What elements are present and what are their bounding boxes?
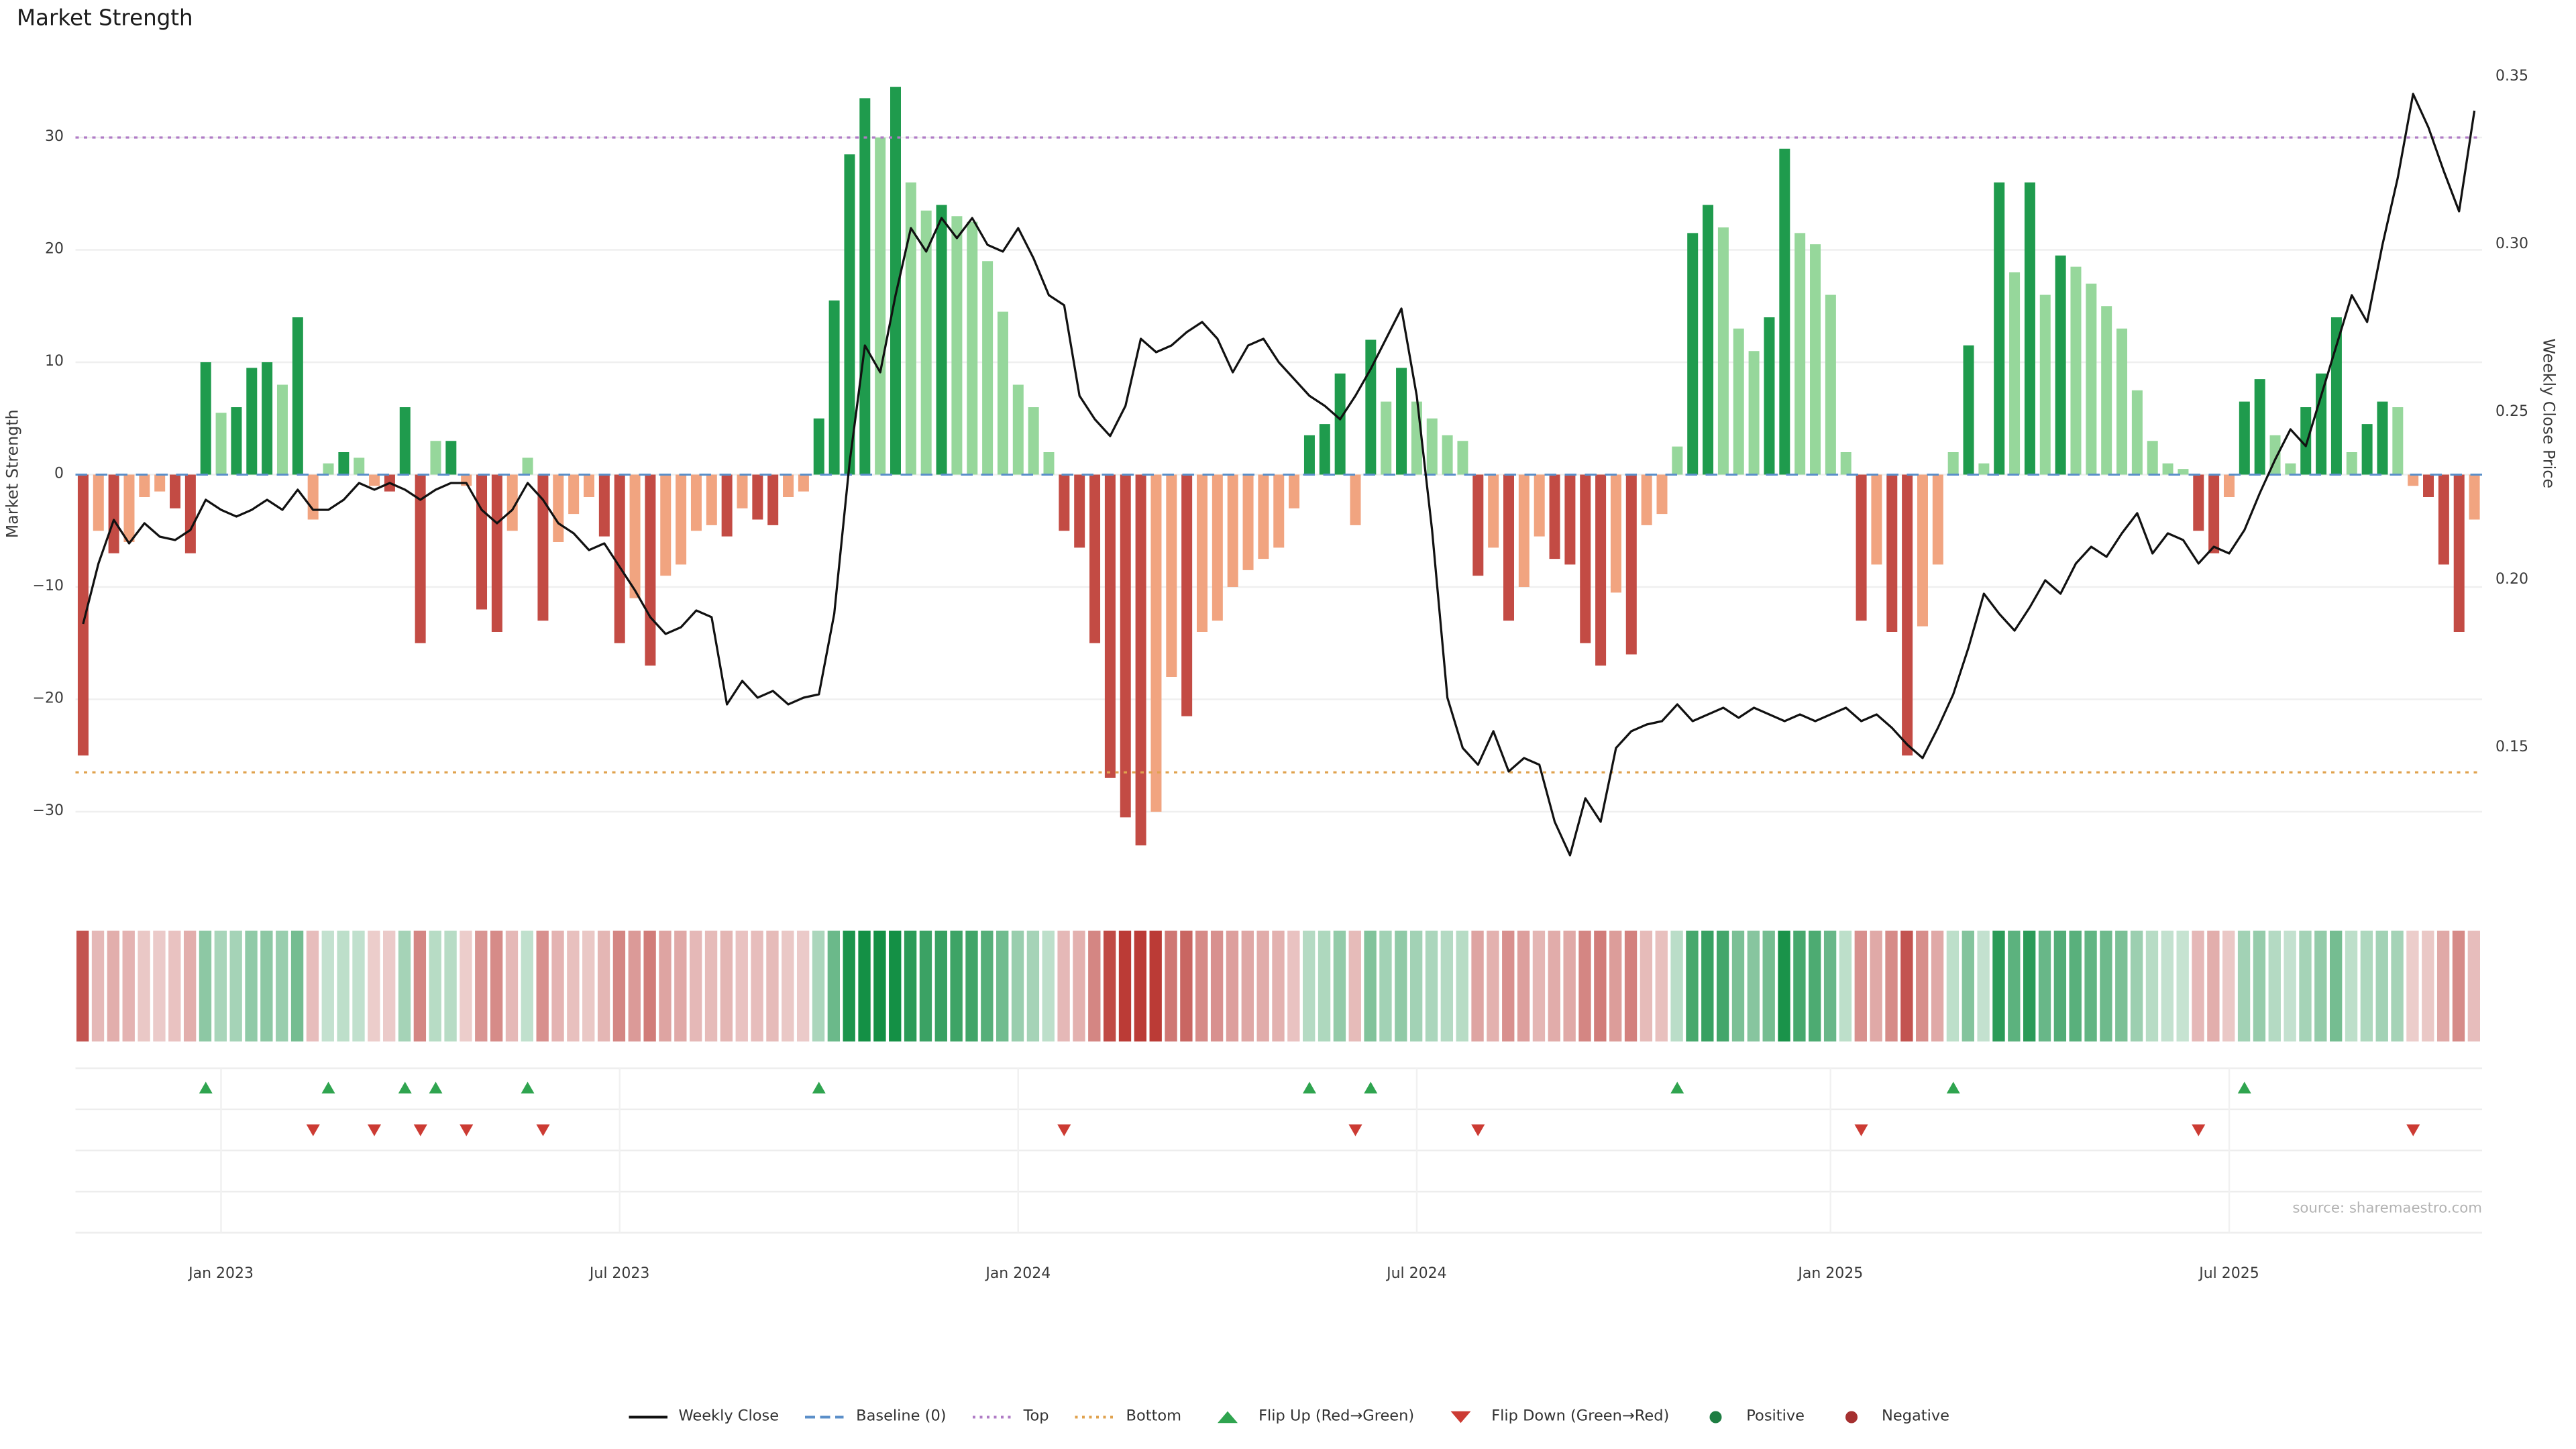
left-tick-label: −10 — [32, 578, 64, 595]
x-tick-label: Jan 2025 — [1798, 1266, 1864, 1283]
legend-label-top: Top — [1023, 1409, 1049, 1426]
legend-label-baseline: Baseline (0) — [856, 1409, 947, 1426]
flip-up-markers — [199, 1081, 2251, 1093]
right-tick-label: 0.25 — [2496, 403, 2528, 421]
legend-label-weekly-close: Weekly Close — [678, 1409, 780, 1426]
legend-swatch-negative — [1845, 1411, 1858, 1424]
left-tick-label: 10 — [44, 353, 64, 370]
x-tick-label: Jul 2023 — [589, 1266, 650, 1283]
price-line — [82, 93, 2476, 857]
chart-title: Market Strength — [17, 7, 193, 32]
legend-swatch-positive — [1710, 1411, 1723, 1424]
legend-label-bottom: Bottom — [1126, 1409, 1182, 1426]
chart-canvas — [75, 87, 2482, 1234]
legend-label-negative: Negative — [1882, 1409, 1950, 1426]
legend-swatch-baseline — [806, 1415, 845, 1419]
legend: Weekly Close Baseline (0) Top Bottom Flip Up… — [0, 1409, 2576, 1426]
legend-label-positive: Positive — [1746, 1409, 1805, 1426]
legend-item-bottom: Bottom — [1074, 1409, 1181, 1426]
lower-gridlines — [75, 1067, 2482, 1234]
left-tick-label: 0 — [54, 465, 64, 482]
heatmap-strip — [76, 930, 2480, 1042]
x-tick-label: Jul 2024 — [1387, 1266, 1447, 1283]
left-tick-label: −30 — [32, 802, 64, 820]
legend-item-positive: Positive — [1695, 1409, 1805, 1426]
legend-item-top: Top — [971, 1409, 1049, 1426]
right-tick-label: 0.35 — [2496, 68, 2528, 85]
left-tick-label: −20 — [32, 690, 64, 707]
right-tick-label: 0.15 — [2496, 739, 2528, 756]
source-text: source: sharemaestro.com — [2292, 1201, 2482, 1218]
legend-item-weekly-close: Weekly Close — [627, 1409, 779, 1426]
x-tick-label: Jan 2023 — [189, 1266, 254, 1283]
legend-item-negative: Negative — [1830, 1409, 1949, 1426]
legend-label-flip-up: Flip Up (Red→Green) — [1258, 1409, 1415, 1426]
x-tick-label: Jul 2025 — [2199, 1266, 2259, 1283]
legend-swatch-weekly-close — [628, 1415, 667, 1419]
left-tick-label: 20 — [44, 240, 64, 258]
legend-label-flip-down: Flip Down (Green→Red) — [1491, 1409, 1670, 1426]
legend-swatch-flip-up-icon — [1218, 1411, 1239, 1424]
strength-bars — [77, 87, 2480, 846]
right-tick-label: 0.30 — [2496, 235, 2528, 253]
legend-swatch-bottom — [1075, 1415, 1115, 1419]
legend-item-flip-up: Flip Up (Red→Green) — [1207, 1409, 1415, 1426]
legend-item-baseline: Baseline (0) — [804, 1409, 947, 1426]
right-tick-label: 0.20 — [2496, 571, 2528, 588]
right-axis-label: Weekly Close Price — [2538, 338, 2557, 488]
left-tick-label: 30 — [44, 128, 64, 146]
flip-down-markers — [306, 1124, 2420, 1136]
legend-swatch-flip-down-icon — [1451, 1411, 1472, 1424]
legend-item-flip-down: Flip Down (Green→Red) — [1440, 1409, 1670, 1426]
x-tick-label: Jan 2024 — [985, 1266, 1051, 1283]
chart-area: Market Strength Weekly Close Price sourc… — [4, 68, 2557, 1283]
legend-swatch-top — [973, 1415, 1012, 1419]
